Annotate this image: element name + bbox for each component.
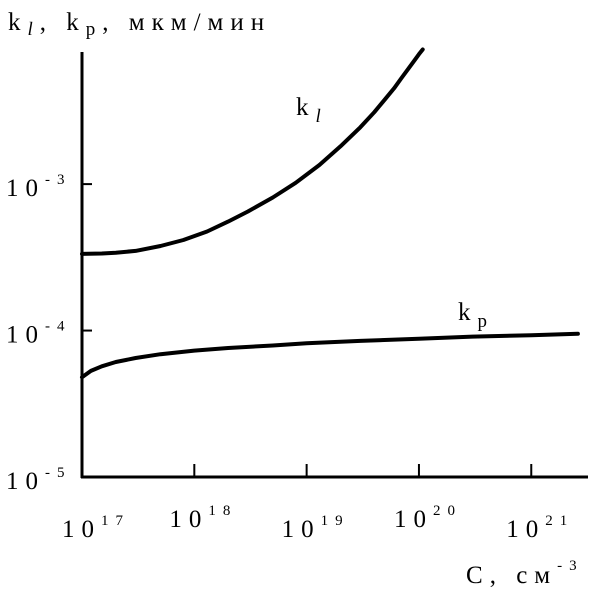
y-tick-label-exp: -4 [45,319,72,335]
x-axis-title-units: , см [490,562,557,589]
x-tick-label-base: 10 [169,506,208,533]
x-tick-label-base: 10 [62,516,101,543]
x-axis-title-exp: -3 [557,558,584,574]
y-axis-title-units: , мкм/мин [102,9,271,36]
y-tick-label: 10-3 [6,172,72,202]
y-tick-label-exp: -5 [45,465,72,481]
x-tick-label-exp: 21 [545,513,574,529]
y-tick-label-base: 10 [6,468,45,495]
series-label-name: k [296,94,316,121]
y-axis-title-sub-p: p [86,19,103,40]
y-tick-label: 10-4 [6,319,72,349]
x-tick-label-exp: 17 [101,513,130,529]
y-tick-label-base: 10 [6,175,45,202]
x-tick-label-base: 10 [394,506,433,533]
y-axis-title-k1: k [8,9,28,36]
y-tick-label-exp: -3 [45,172,72,188]
y-axis-title-mid: , k [40,9,86,36]
y-tick-label: 10-5 [6,465,72,495]
x-axis-title: C, см-3 [466,558,584,589]
x-tick-label-exp: 19 [321,513,350,529]
x-axis-title-c: C [466,562,490,589]
y-axis-title-sub-l: l [28,19,40,40]
x-tick-label-exp: 20 [433,503,462,519]
series-lines [80,47,580,380]
y-tick-label-base: 10 [6,322,45,349]
series-label-l: kl [296,94,328,127]
x-tick-label: 1021 [506,513,574,543]
series-line-l [80,47,425,256]
series-label-sub: p [478,311,495,332]
x-tick-label: 1018 [169,503,237,533]
y-ticks: 10-510-410-3 [6,172,92,495]
series-label-p: kp [458,299,494,332]
series-label-name: k [458,299,478,326]
x-tick-label: 1020 [394,503,462,533]
y-axis-title: kl, kp, мкм/мин [8,9,271,40]
x-tick-label-base: 10 [282,516,321,543]
series-line-p [80,331,580,380]
x-tick-label: 1019 [282,513,350,543]
x-tick-label-exp: 18 [208,503,237,519]
x-tick-label: 1017 [62,513,130,543]
series-label-sub: l [316,106,328,127]
x-tick-label-base: 10 [506,516,545,543]
